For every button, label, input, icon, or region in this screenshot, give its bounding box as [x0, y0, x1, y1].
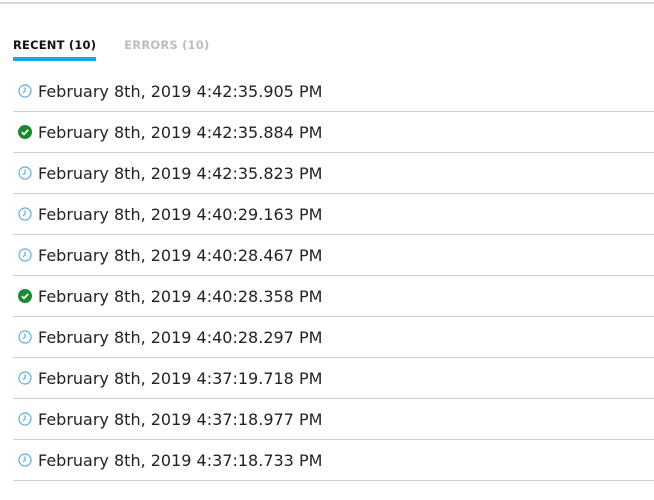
clock-icon — [18, 166, 32, 180]
event-list: February 8th, 2019 4:42:35.905 PM Februar… — [13, 71, 654, 481]
event-timestamp: February 8th, 2019 4:37:18.733 PM — [38, 450, 323, 470]
tab-recent[interactable]: RECENT (10) — [13, 38, 97, 61]
list-item[interactable]: February 8th, 2019 4:42:35.884 PM — [13, 112, 654, 153]
list-item[interactable]: February 8th, 2019 4:42:35.823 PM — [13, 153, 654, 194]
event-timestamp: February 8th, 2019 4:37:18.977 PM — [38, 409, 323, 429]
event-timestamp: February 8th, 2019 4:40:28.358 PM — [38, 286, 323, 306]
clock-icon — [18, 453, 32, 467]
tab-errors[interactable]: ERRORS (10) — [124, 38, 210, 52]
list-item[interactable]: February 8th, 2019 4:40:29.163 PM — [13, 194, 654, 235]
event-timestamp: February 8th, 2019 4:42:35.823 PM — [38, 163, 323, 183]
list-item[interactable]: February 8th, 2019 4:42:35.905 PM — [13, 71, 654, 112]
clock-icon — [18, 84, 32, 98]
list-item[interactable]: February 8th, 2019 4:40:28.358 PM — [13, 276, 654, 317]
clock-icon — [18, 412, 32, 426]
event-timestamp: February 8th, 2019 4:40:29.163 PM — [38, 204, 323, 224]
clock-icon — [18, 248, 32, 262]
clock-icon — [18, 371, 32, 385]
event-timestamp: February 8th, 2019 4:40:28.297 PM — [38, 327, 323, 347]
list-item[interactable]: February 8th, 2019 4:37:18.733 PM — [13, 440, 654, 481]
list-item[interactable]: February 8th, 2019 4:40:28.297 PM — [13, 317, 654, 358]
check-circle-icon — [18, 289, 32, 303]
event-timestamp: February 8th, 2019 4:42:35.905 PM — [38, 81, 323, 101]
tab-bar: RECENT (10) ERRORS (10) — [13, 38, 209, 61]
check-circle-icon — [18, 125, 32, 139]
top-divider — [0, 2, 654, 4]
clock-icon — [18, 207, 32, 221]
list-item[interactable]: February 8th, 2019 4:37:19.718 PM — [13, 358, 654, 399]
list-item[interactable]: February 8th, 2019 4:40:28.467 PM — [13, 235, 654, 276]
list-item[interactable]: February 8th, 2019 4:37:18.977 PM — [13, 399, 654, 440]
event-timestamp: February 8th, 2019 4:42:35.884 PM — [38, 122, 323, 142]
clock-icon — [18, 330, 32, 344]
event-timestamp: February 8th, 2019 4:37:19.718 PM — [38, 368, 323, 388]
event-timestamp: February 8th, 2019 4:40:28.467 PM — [38, 245, 323, 265]
